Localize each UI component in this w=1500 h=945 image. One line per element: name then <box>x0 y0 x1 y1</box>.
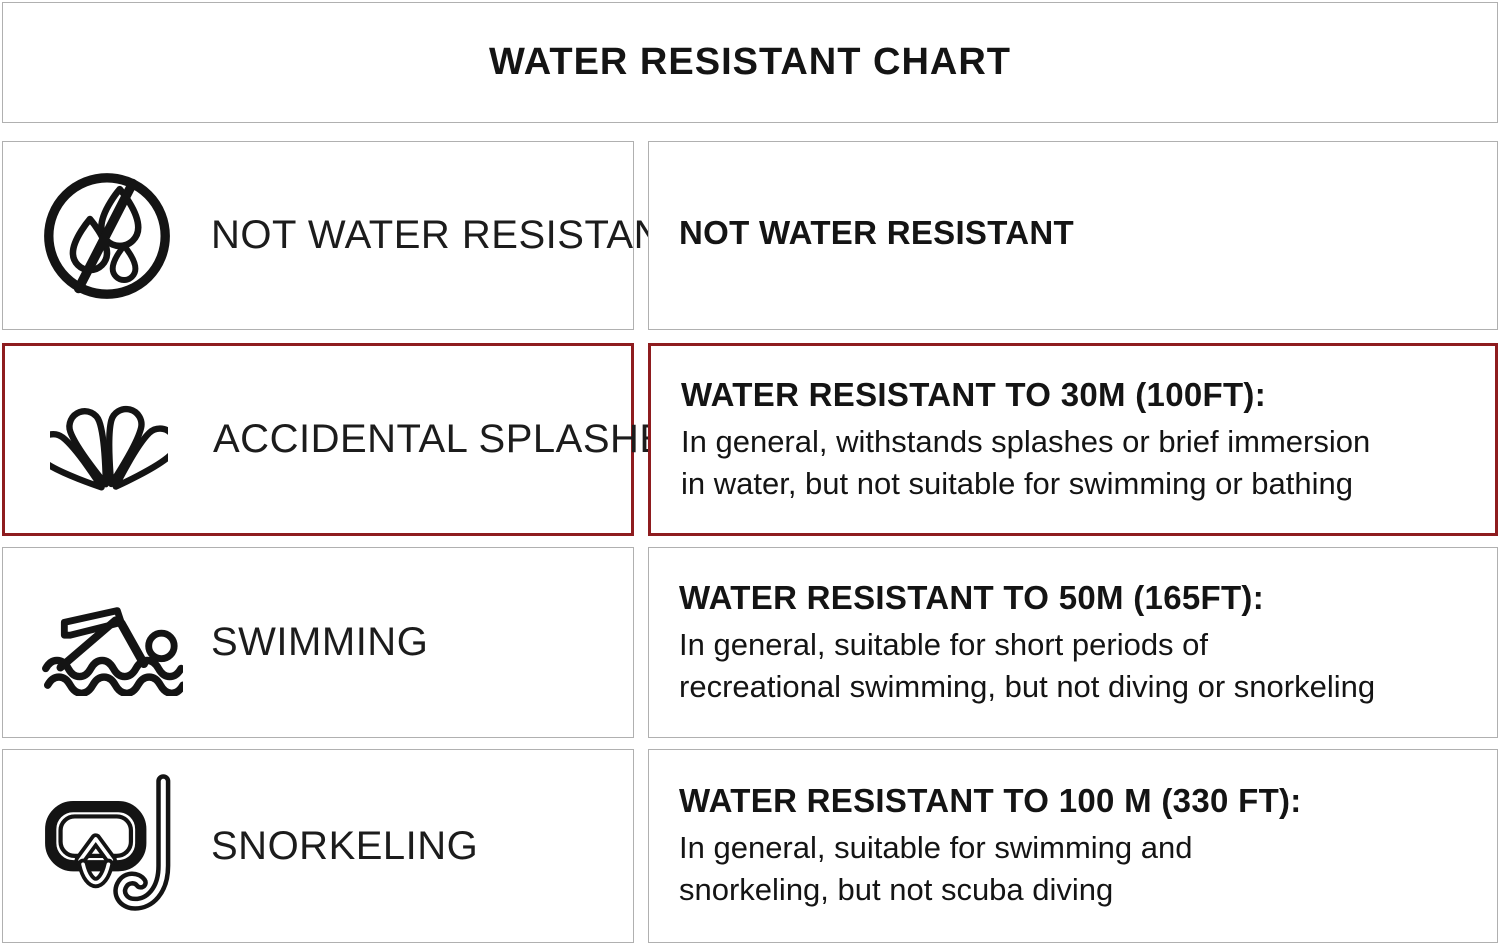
row-heading: WATER RESISTANT TO 30M (100FT): <box>681 375 1267 413</box>
row-heading: WATER RESISTANT TO 50M (165FT): <box>679 578 1265 616</box>
row-heading: NOT WATER RESISTANT <box>679 213 1074 251</box>
page-title: WATER RESISTANT CHART <box>488 41 1011 83</box>
row-description-line: In general, withstands splashes or brief… <box>681 423 1371 459</box>
row-description-line: In general, suitable for short periods o… <box>679 626 1209 662</box>
table-row-not-water-resistant: NOT WATER RESISTANT NOT WATER RESISTANT <box>2 141 1498 330</box>
row3-activity-cell: SWIMMING <box>2 547 634 738</box>
splash-icon <box>33 374 185 506</box>
row-label: SWIMMING <box>211 620 429 664</box>
snorkel-mask-icon <box>31 770 183 922</box>
table-row-swimming: SWIMMING WATER RESISTANT TO 50M (165FT):… <box>2 547 1498 738</box>
row-description-line: In general, suitable for swimming and <box>679 830 1193 865</box>
no-water-icon <box>31 165 183 307</box>
table-row-accidental-splashes: ACCIDENTAL SPLASHES WATER RESISTANT TO 3… <box>2 343 1498 536</box>
row2-description-cell: WATER RESISTANT TO 30M (100FT): In gener… <box>648 343 1498 536</box>
row1-description-cell: NOT WATER RESISTANT <box>648 141 1498 330</box>
row4-activity-cell: SNORKELING <box>2 749 634 943</box>
row-description-line: recreational swimming, but not diving or… <box>679 668 1376 704</box>
row-description-line: snorkeling, but not scuba diving <box>679 872 1114 907</box>
row-label: ACCIDENTAL SPLASHES <box>213 417 694 461</box>
row-heading: WATER RESISTANT TO 100 M (330 FT): <box>679 782 1302 819</box>
swimmer-icon <box>31 590 183 696</box>
row-label: SNORKELING <box>211 823 479 868</box>
row4-description-cell: WATER RESISTANT TO 100 M (330 FT): In ge… <box>648 749 1498 943</box>
row2-activity-cell: ACCIDENTAL SPLASHES <box>2 343 693 536</box>
table-row-snorkeling: SNORKELING WATER RESISTANT TO 100 M (330… <box>2 749 1498 943</box>
row-label: NOT WATER RESISTANT <box>211 213 688 257</box>
row-description-line: in water, but not suitable for swimming … <box>681 465 1354 501</box>
row3-description-cell: WATER RESISTANT TO 50M (165FT): In gener… <box>648 547 1498 738</box>
title-box: WATER RESISTANT CHART <box>2 2 1498 123</box>
row1-activity-cell: NOT WATER RESISTANT <box>2 141 687 330</box>
